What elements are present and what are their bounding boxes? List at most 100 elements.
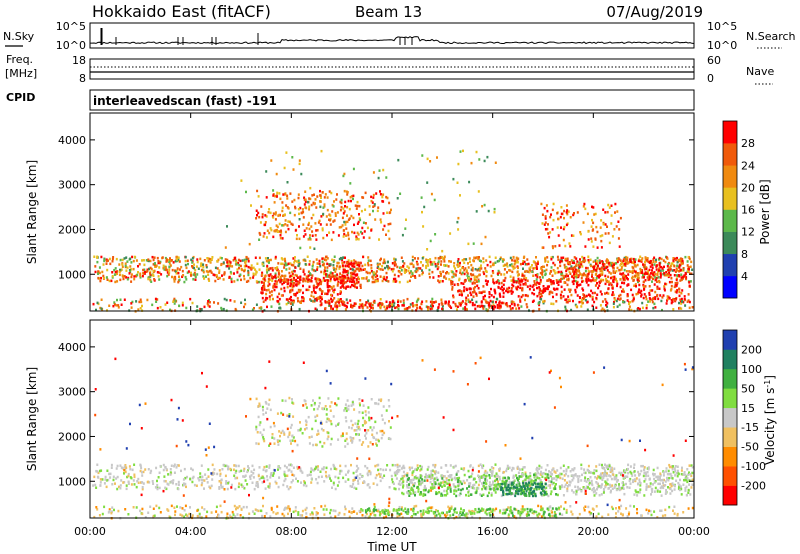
velocity-cell [379, 473, 382, 476]
power-cell [471, 301, 474, 305]
power-cell [329, 263, 332, 266]
velocity-cell [532, 480, 535, 483]
velocity-cell [467, 469, 470, 473]
power-cell [381, 195, 384, 199]
power-cell [593, 265, 596, 269]
power-cell [273, 229, 276, 233]
power-cell [331, 210, 334, 213]
velocity-cell [422, 492, 425, 496]
velocity-cell [292, 466, 295, 469]
velocity-cell [172, 479, 175, 482]
power-cell [672, 308, 675, 311]
power-cell [559, 296, 562, 299]
power-cell [309, 234, 311, 237]
power-cell [279, 234, 282, 237]
power-cell [320, 280, 323, 284]
power-cell [629, 300, 632, 304]
power-cell [532, 267, 535, 270]
velocity-cell [338, 472, 341, 475]
power-cell [110, 279, 113, 283]
velocity-cell [660, 479, 663, 482]
velocity-cell [445, 494, 448, 497]
power-cell [441, 303, 444, 306]
power-cell [474, 307, 477, 311]
velocity-cell [243, 487, 246, 490]
velocity-cell [391, 463, 394, 467]
velocity-cell [542, 472, 545, 475]
power-cell [538, 293, 541, 296]
power-cell [318, 219, 321, 223]
power-cell [583, 202, 586, 206]
power-cell [178, 260, 181, 263]
power-cell [288, 267, 291, 270]
power-cell [343, 232, 346, 236]
power-cell [532, 274, 535, 277]
power-cell [319, 300, 322, 303]
power-cell [469, 300, 472, 303]
velocity-cell [175, 466, 178, 469]
power-cell [665, 282, 668, 286]
velocity-cell [571, 468, 574, 471]
power-cell [191, 257, 194, 260]
velocity-cell [133, 463, 136, 466]
power-cell [451, 286, 454, 289]
power-cell [563, 225, 566, 229]
power-cell [107, 259, 109, 262]
velocity-cell [505, 469, 508, 473]
velocity-cell [617, 479, 619, 482]
power-cell [326, 292, 329, 296]
velocity-cell [486, 471, 489, 474]
power-cell [609, 282, 612, 285]
velocity-cell [191, 480, 194, 484]
power-cell [337, 280, 340, 284]
power-cell [582, 205, 585, 208]
power-cell [488, 302, 491, 305]
velocity-cell [353, 478, 356, 481]
velocity-cell [122, 481, 125, 484]
velocity-cell [618, 487, 621, 490]
power-cell [616, 282, 619, 286]
power-cell [194, 278, 197, 281]
velocity-cell [690, 464, 693, 467]
velocity-cell [448, 485, 451, 489]
power-cell [341, 258, 344, 262]
power-cell [478, 291, 481, 294]
velocity-cell [229, 467, 232, 471]
power-cell [323, 205, 326, 208]
power-cell [124, 264, 127, 268]
power-cell [616, 260, 619, 264]
velocity-cell [162, 468, 165, 472]
power-cell [599, 281, 601, 284]
power-cell [113, 268, 116, 272]
power-cell [660, 299, 663, 303]
power-cell [559, 264, 562, 268]
power-cell [307, 238, 310, 241]
power-cell [689, 265, 692, 268]
velocity-cell [418, 479, 421, 483]
power-cell [320, 270, 323, 274]
power-cell [169, 257, 171, 260]
power-cell [238, 266, 240, 270]
power-cell [361, 306, 364, 310]
velocity-cell [284, 477, 287, 481]
velocity-cell [247, 465, 249, 468]
velocity-cell [506, 464, 509, 468]
power-cell [604, 282, 607, 286]
power-cell [281, 274, 283, 278]
velocity-cell [402, 480, 405, 484]
velocity-cell [489, 468, 492, 472]
power-cell [601, 307, 604, 310]
velocity-cell [473, 483, 476, 487]
power-cell [154, 297, 157, 301]
power-cell [540, 289, 543, 293]
power-cell [269, 267, 272, 270]
velocity-cell [131, 468, 134, 472]
power-cell [552, 246, 554, 250]
power-cell [505, 302, 508, 305]
power-cell [457, 228, 460, 231]
power-cell [369, 303, 371, 306]
power-cell [539, 280, 542, 284]
velocity-cell [400, 477, 403, 481]
velocity-cell [395, 469, 398, 473]
velocity-cell [296, 480, 299, 483]
